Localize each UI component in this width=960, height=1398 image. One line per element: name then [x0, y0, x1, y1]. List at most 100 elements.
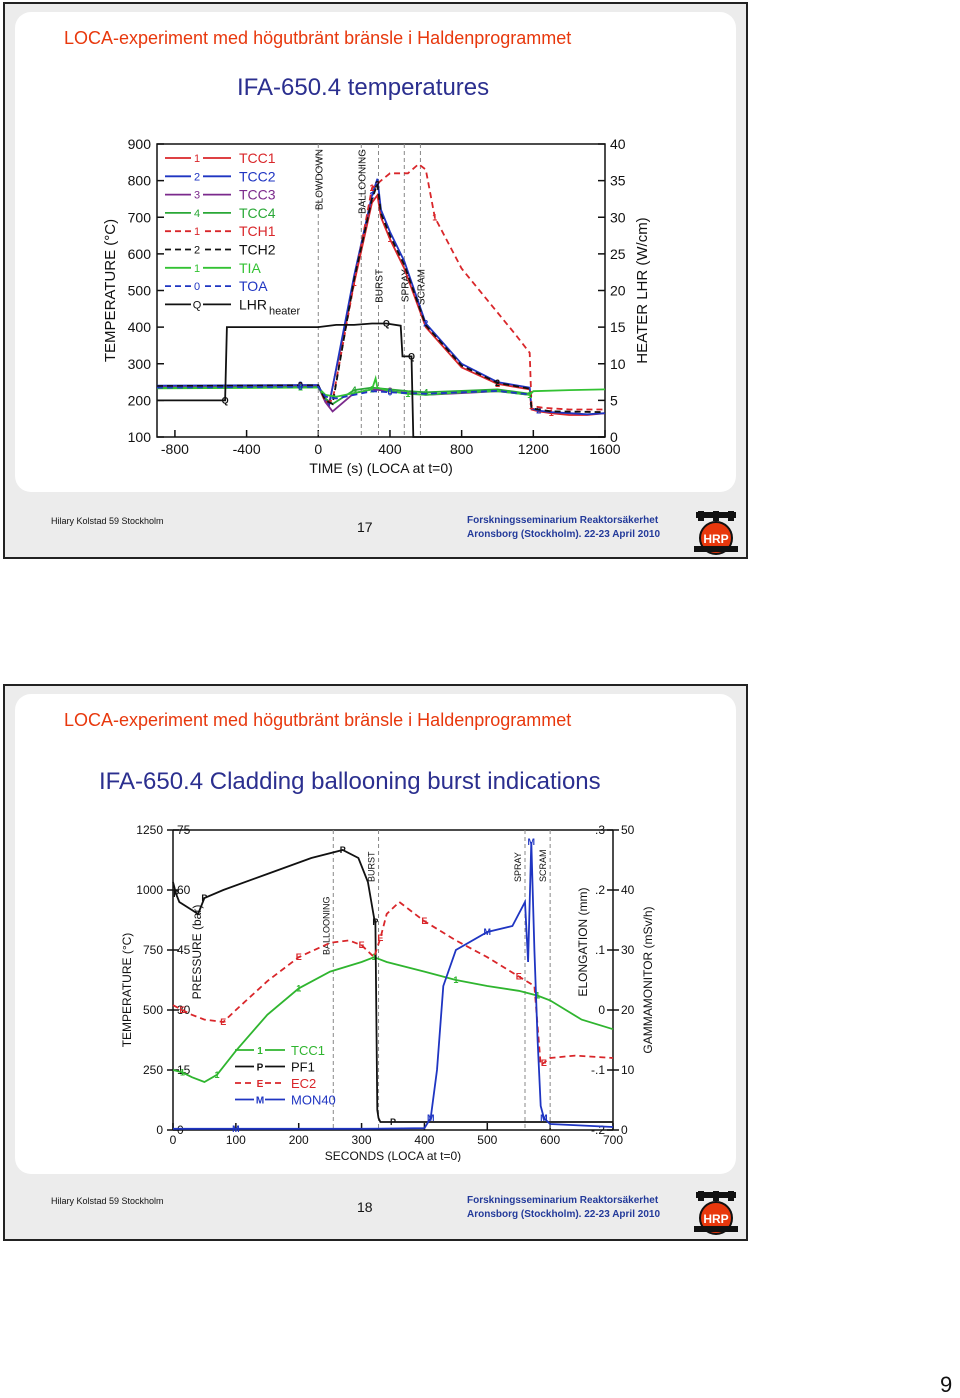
- series-tia-marker: 1: [405, 389, 410, 399]
- series-tcc2-marker: 2: [536, 406, 541, 416]
- series-tcc1-marker: 1: [495, 379, 500, 389]
- series-ec2-marker: E: [377, 933, 383, 943]
- y-tick-label: 600: [128, 246, 152, 262]
- x-tick-label: -400: [233, 441, 261, 457]
- series-ec2-marker: E: [359, 940, 365, 950]
- x-tick-label: 800: [450, 441, 474, 457]
- slide-heading: LOCA-experiment med högutbränt bränsle i…: [64, 28, 572, 48]
- legend-marker-bg: [191, 205, 203, 219]
- y4-tick-label: 10: [621, 1063, 635, 1077]
- y4-tick-label: 30: [621, 943, 635, 957]
- event-label: BURST: [374, 269, 385, 303]
- legend-marker-bg: [254, 1077, 265, 1089]
- series-ec2-marker: E: [220, 1017, 226, 1027]
- hrp-logo-icon: HRP: [694, 1191, 738, 1235]
- legend-marker: 2: [194, 245, 200, 257]
- series-tcc1-marker: 1: [214, 1070, 219, 1080]
- legend-marker: 1: [194, 226, 200, 238]
- event-label: BALLOONING: [357, 149, 368, 214]
- y3-tick-label: -.2: [591, 1123, 605, 1137]
- legend-label: TIA: [239, 260, 261, 276]
- series-tcc2-marker: 2: [370, 190, 375, 200]
- footer-event: Forskningsseminarium Reaktorsäkerhet Aro…: [467, 514, 660, 542]
- legend-label: TCH2: [239, 242, 276, 258]
- x-tick-label: 1200: [518, 441, 549, 457]
- y-axis-label: TEMPERATURE (°C): [102, 219, 119, 362]
- y3-tick-label: .3: [595, 823, 605, 837]
- series-line-tia: [156, 374, 606, 398]
- x-tick-label: 0: [170, 1133, 177, 1147]
- footer-event-line1: Forskningsseminarium Reaktorsäkerhet: [467, 515, 659, 526]
- y2-axis-label: HEATER LHR (W/cm): [634, 217, 651, 363]
- y2-tick-label: 15: [177, 1063, 191, 1077]
- y2-tick-label: 60: [177, 883, 191, 897]
- y-tick-label: 400: [128, 319, 152, 335]
- series-line-mon40: [173, 841, 614, 1130]
- series-line-tcc1: [172, 956, 614, 1083]
- event-label: BLOWDOWN: [314, 149, 325, 210]
- event-label: SCRAM: [538, 849, 548, 882]
- footer-event-line1: Forskningsseminarium Reaktorsäkerhet: [467, 1195, 659, 1206]
- x-axis-label: SECONDS (LOCA at t=0): [325, 1149, 461, 1162]
- legend-label: EC2: [291, 1076, 316, 1091]
- legend-marker-bg: [191, 279, 203, 293]
- series-tch2-marker: 2: [298, 380, 303, 390]
- y2-tick-label: 40: [610, 136, 626, 152]
- event-label: BURST: [367, 851, 377, 882]
- y4-tick-label: 0: [621, 1123, 628, 1137]
- x-tick-label: 1600: [589, 441, 620, 457]
- series-tcc1-marker: 1: [296, 983, 301, 993]
- y-tick-label: 800: [128, 173, 152, 189]
- y2-tick-label: 20: [610, 283, 626, 299]
- ballooning-burst-chart-svg: 0 100 200 300 400 500 600 700025050075010001250…: [120, 823, 655, 1163]
- series-tch2-marker: 2: [375, 179, 380, 189]
- series-mon40-marker: M: [528, 837, 536, 847]
- slide-number: 18: [357, 1199, 373, 1215]
- y3-tick-label: .2: [595, 883, 605, 897]
- series-ec2-marker: E: [516, 971, 522, 981]
- legend-label: TCH1: [239, 223, 276, 239]
- x-tick-label: 200: [289, 1133, 309, 1147]
- series-tch2-marker: 2: [495, 378, 500, 388]
- legend-label: LHR: [239, 296, 267, 312]
- y-tick-label: 0: [156, 1123, 163, 1137]
- series-tcc4-marker: 4: [352, 385, 357, 395]
- slide-17: LOCA-experiment med högutbränt bränsle i…: [3, 2, 748, 559]
- series-tcc1-marker: 1: [535, 991, 540, 1001]
- series-ec2-marker: E: [296, 952, 302, 962]
- legend-marker-bg: [191, 260, 203, 274]
- y-tick-label: 200: [128, 392, 152, 408]
- legend-marker: 0: [194, 281, 200, 293]
- series-lhr-marker: Q: [383, 318, 390, 328]
- legend-marker-bg: [254, 1093, 265, 1106]
- series-tia-marker: 1: [527, 390, 532, 400]
- y-tick-label: 300: [128, 356, 152, 372]
- legend-marker-bg: [191, 151, 203, 164]
- legend-marker: 1: [194, 263, 200, 275]
- legend-marker: 2: [194, 171, 200, 183]
- y-tick-label: 500: [143, 1003, 163, 1017]
- series-ec2-marker: E: [179, 1005, 185, 1015]
- series-tcc1-marker: 1: [180, 1067, 185, 1077]
- x-axis-label: TIME (s) (LOCA at t=0): [309, 460, 453, 476]
- legend-marker: 1: [257, 1046, 263, 1057]
- event-label: SCRAM: [416, 269, 427, 305]
- y2-tick-label: 0: [610, 429, 618, 445]
- legend-marker: 3: [194, 190, 200, 202]
- footer-author: Hilary Kolstad 59 Stockholm: [51, 1196, 164, 1206]
- slide-subtitle: IFA-650.4 temperatures: [237, 74, 490, 101]
- x-tick-label: 600: [540, 1133, 560, 1147]
- legend-label: TCC1: [239, 150, 276, 166]
- y2-tick-label: 5: [610, 392, 618, 408]
- legend-marker: Q: [193, 299, 202, 311]
- y4-tick-label: 20: [621, 1003, 635, 1017]
- y-tick-label: 500: [128, 283, 152, 299]
- event-label: BALLOONING: [321, 896, 331, 955]
- series-tcc1-marker: 1: [549, 408, 554, 418]
- series-tch1-marker: 1: [370, 183, 375, 193]
- legend-label: TCC4: [239, 205, 276, 221]
- legend-marker: 1: [194, 153, 200, 165]
- series-ec2-marker: E: [541, 1058, 547, 1068]
- legend-marker: 4: [194, 208, 200, 220]
- series-tcc2-marker: 2: [423, 318, 428, 328]
